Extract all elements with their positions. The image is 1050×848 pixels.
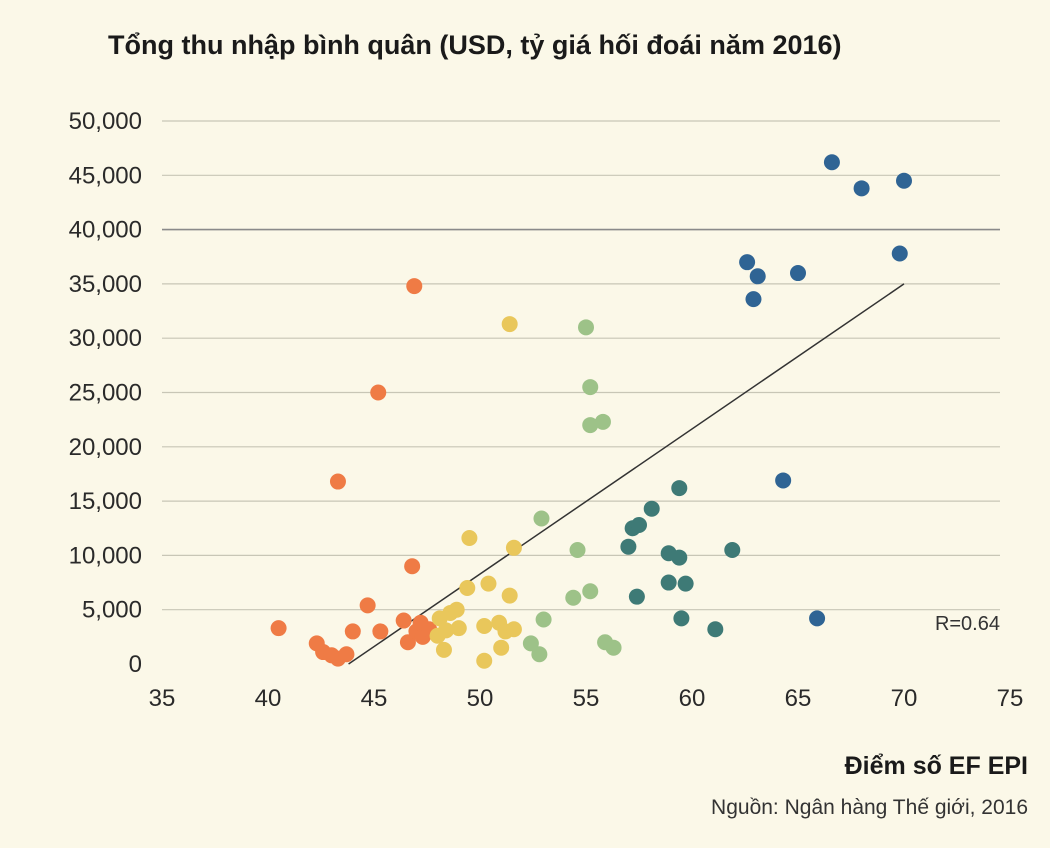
y-tick-label: 15,000	[69, 488, 142, 515]
data-point	[399, 634, 416, 651]
data-point	[535, 611, 552, 628]
data-point	[359, 597, 376, 614]
data-point	[476, 617, 493, 634]
data-point	[522, 635, 539, 652]
x-tick-label: 60	[679, 685, 706, 712]
y-tick-label: 0	[129, 651, 142, 678]
y-axis-ticks: 0 5,000 10,000 15,000 20,000 25,000 30,000 35,0…	[69, 108, 142, 678]
data-point	[582, 417, 599, 434]
gridlines	[162, 120, 1000, 611]
data-point	[578, 319, 594, 336]
data-point	[790, 265, 806, 282]
data-point	[620, 538, 637, 555]
data-point	[660, 574, 677, 591]
data-point	[435, 641, 452, 658]
data-point	[749, 268, 766, 285]
data-point	[270, 620, 287, 637]
data-point	[372, 623, 389, 640]
data-point	[582, 379, 599, 396]
x-tick-label: 70	[891, 685, 918, 712]
data-point	[448, 601, 465, 618]
data-point	[459, 579, 476, 596]
data-point	[594, 413, 611, 430]
data-point	[450, 620, 467, 637]
data-point	[853, 180, 870, 197]
data-point	[501, 316, 518, 333]
x-tick-label: 75	[997, 685, 1024, 712]
data-points	[270, 154, 912, 669]
x-tick-label: 45	[361, 685, 388, 712]
x-tick-label: 35	[149, 685, 176, 712]
x-axis-label: Điểm số EF EPI	[844, 752, 1028, 780]
data-point	[480, 575, 497, 592]
source-note: Nguồn: Ngân hàng Thế giới, 2016	[711, 796, 1028, 819]
data-point	[739, 254, 756, 271]
data-point	[628, 588, 645, 605]
y-tick-label: 20,000	[69, 434, 142, 461]
data-point	[896, 172, 912, 189]
data-point	[631, 516, 647, 533]
data-point	[370, 384, 387, 401]
data-point	[438, 622, 455, 639]
y-tick-label: 45,000	[69, 162, 142, 189]
data-point	[823, 154, 840, 171]
data-point	[395, 612, 412, 629]
chart-title: Tổng thu nhập bình quân (USD, tỷ giá hối…	[108, 30, 842, 60]
data-point	[643, 500, 660, 517]
y-tick-label: 30,000	[69, 325, 142, 352]
data-point	[338, 646, 355, 663]
data-point	[671, 549, 688, 566]
data-point	[531, 646, 548, 663]
y-tick-label: 35,000	[69, 271, 142, 298]
data-point	[505, 539, 522, 556]
y-tick-label: 10,000	[69, 542, 142, 569]
r-value-annotation: R=0.64	[935, 613, 1000, 635]
data-point	[344, 623, 361, 640]
x-axis-ticks: 35 40 45 50 55 60 65 70 75	[149, 685, 1024, 712]
y-tick-label: 50,000	[69, 108, 142, 135]
data-point	[461, 530, 478, 547]
data-point	[404, 558, 421, 575]
data-point	[406, 278, 423, 295]
data-point	[673, 610, 690, 627]
data-point	[476, 652, 493, 669]
data-point	[505, 621, 522, 638]
data-point	[501, 587, 518, 604]
data-point	[605, 639, 622, 656]
data-point	[493, 639, 510, 656]
x-tick-label: 55	[573, 685, 600, 712]
data-point	[569, 541, 586, 558]
x-tick-label: 40	[255, 685, 282, 712]
trend-line	[348, 283, 905, 665]
data-point	[775, 472, 792, 489]
data-point	[707, 621, 724, 638]
y-tick-label: 25,000	[69, 380, 142, 407]
y-tick-label: 40,000	[69, 217, 142, 244]
data-point	[809, 610, 826, 627]
data-point	[565, 589, 582, 606]
data-point	[533, 510, 550, 527]
data-point	[724, 541, 741, 558]
data-point	[671, 480, 688, 497]
data-point	[677, 575, 694, 592]
data-point	[891, 245, 908, 262]
data-point	[745, 291, 762, 308]
x-tick-label: 50	[467, 685, 494, 712]
data-point	[329, 473, 346, 490]
data-point	[582, 583, 599, 600]
x-tick-label: 65	[785, 685, 812, 712]
y-tick-label: 5,000	[82, 597, 142, 624]
